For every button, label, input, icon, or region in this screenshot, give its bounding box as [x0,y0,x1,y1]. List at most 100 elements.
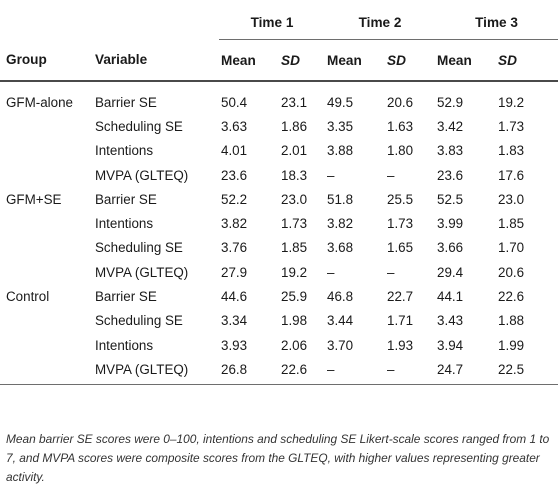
mean-cell: 29.4 [437,264,464,280]
mean-cell: 3.34 [221,313,248,329]
mean-cell: 3.43 [437,313,464,329]
mean-cell: 3.82 [221,216,248,232]
sd-cell: 1.73 [387,216,414,232]
sd-cell: 1.85 [281,240,308,256]
mean-cell: 44.6 [221,289,248,305]
group-cell [0,139,95,163]
group-cell [0,260,95,284]
table-row: MVPA (GLTEQ) 26.8 22.6– –24.7 22.5 [0,357,558,385]
sd-cell: – [387,167,395,183]
group-cell [0,333,95,357]
sd-cell: 23.0 [281,191,308,207]
mean-header-3: Mean [435,39,499,82]
variable-cell: Intentions [95,216,154,232]
mean-cell: 3.88 [327,143,354,159]
sd-cell: 22.6 [281,357,326,385]
table-row: GFM+SE Barrier SE 52.2 23.0 51.8 25.5 52.5 23.0 [0,187,558,211]
time-3-header: Time 3 [435,6,558,40]
mean-header-1: Mean [219,39,281,82]
group-cell [0,211,95,235]
table-row: GFM-alone Barrier SE 50.4 23.1 49.5 20.6 52.9 1… [0,90,558,114]
variable-cell: MVPA (GLTEQ) [95,264,189,280]
mean-cell: 3.83 [437,143,464,159]
sd-cell: – [387,357,436,385]
variable-cell: Intentions [95,143,154,159]
time-1-header: Time 1 [219,6,326,40]
mean-cell: 52.2 [221,191,248,207]
sd-cell: 1.98 [281,313,308,329]
sd-cell: 19.2 [498,94,525,110]
sd-cell: 18.3 [281,167,308,183]
mean-cell: 52.9 [437,94,464,110]
sd-cell: 25.5 [387,191,414,207]
mean-cell: 44.1 [437,289,464,305]
table-row: Scheduling SE 3.34 1.98 3.44 1.71 3.43 1.88 [0,309,558,333]
table-row: MVPA (GLTEQ) 23.6 18.3 – – 23.6 17.6 [0,163,558,187]
table-row: Control Barrier SE 44.6 25.9 46.8 22.7 44.1 22.… [0,284,558,308]
mean-cell: 51.8 [327,191,354,207]
mean-cell: – [327,167,335,183]
sd-cell: 20.6 [498,264,525,280]
mean-cell: 3.93 [221,337,248,353]
sd-cell: 1.86 [281,118,308,134]
sd-cell: 1.65 [387,240,414,256]
mean-cell: 46.8 [327,289,354,305]
table-row: Intentions 3.82 1.73 3.82 1.73 3.99 1.85 [0,211,558,235]
variable-cell: Scheduling SE [95,240,183,256]
time-2-header: Time 2 [325,6,436,40]
sd-cell: 22.7 [387,289,414,305]
mean-cell: – [325,357,388,385]
mean-cell: 3.82 [327,216,354,232]
variable-cell: MVPA (GLTEQ) [95,167,189,183]
sd-cell: 23.1 [281,94,308,110]
mean-cell: 49.5 [327,94,354,110]
sd-cell: 1.83 [498,143,525,159]
group-cell: GFM+SE [6,191,62,207]
table-row: Scheduling SE 3.63 1.86 3.35 1.63 3.42 1.73 [0,114,558,138]
sd-cell: 1.63 [387,118,414,134]
sd-header-2: SD [387,39,436,82]
group-cell: GFM-alone [6,94,73,110]
sd-cell: 19.2 [281,264,308,280]
mean-cell: 23.6 [221,167,248,183]
variable-cell: MVPA (GLTEQ) [95,357,219,385]
variable-cell: Scheduling SE [95,118,183,134]
variable-cell: Barrier SE [95,191,157,207]
sd-cell: 1.93 [387,337,414,353]
mean-cell: 3.35 [327,118,354,134]
sd-cell: 1.80 [387,143,414,159]
mean-cell: 3.44 [327,313,354,329]
sd-cell: 2.06 [281,337,308,353]
variable-cell: Barrier SE [95,289,157,305]
statistics-table: Time 1 Time 2 Time 3 Group Variable Mean… [0,6,558,385]
sd-cell: 23.0 [498,191,525,207]
sd-cell: 1.71 [387,313,414,329]
table-row: Intentions 3.93 2.06 3.70 1.93 3.94 1.99 [0,333,558,357]
group-cell [0,163,95,187]
sd-header-3: SD [498,39,558,82]
mean-cell: 3.99 [437,216,464,232]
mean-cell: 27.9 [221,264,248,280]
mean-cell: 3.94 [437,337,464,353]
table-body: GFM-alone Barrier SE 50.4 23.1 49.5 20.6 52.9 1… [0,81,558,385]
sd-cell: 1.73 [281,216,308,232]
sd-cell: 17.6 [498,167,525,183]
table-footnote: Mean barrier SE scores were 0–100, inten… [6,432,550,484]
variable-cell: Barrier SE [95,94,157,110]
sd-cell: 1.70 [498,240,525,256]
sd-cell: – [387,264,395,280]
sd-cell: 25.9 [281,289,308,305]
mean-cell: 26.8 [219,357,281,385]
mean-cell: 3.42 [437,118,464,134]
mean-cell: 24.7 [435,357,499,385]
mean-header-2: Mean [325,39,388,82]
mean-cell: 50.4 [221,94,248,110]
group-cell: Control [6,289,50,305]
group-cell [0,309,95,333]
mean-cell: 4.01 [221,143,248,159]
sd-cell: 1.99 [498,337,525,353]
table-row: Scheduling SE 3.76 1.85 3.68 1.65 3.66 1.70 [0,236,558,260]
sd-cell: 22.6 [498,289,525,305]
mean-cell: 3.76 [221,240,248,256]
